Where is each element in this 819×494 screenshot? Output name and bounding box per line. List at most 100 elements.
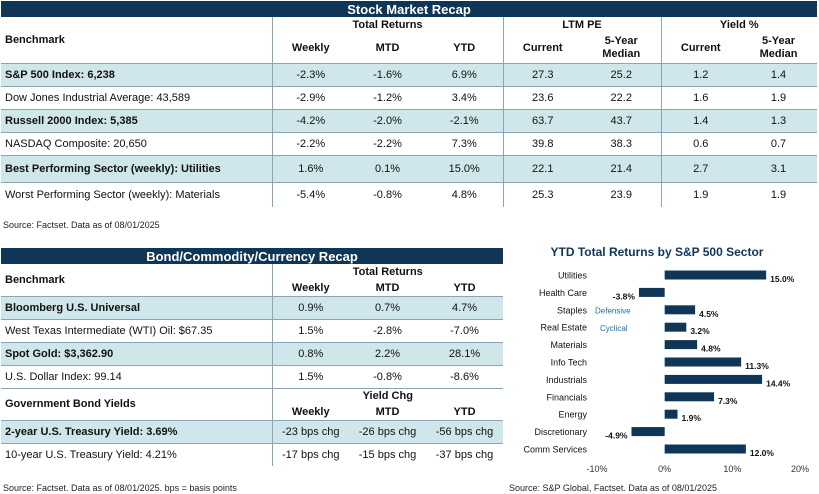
table-row: Spot Gold: $3,362.90 0.8% 2.2% 28.1%: [1, 341, 504, 365]
cell-pe-current: 39.8: [502, 131, 582, 155]
cell-ytd: -7.0%: [426, 318, 504, 342]
data-label: 12.0%: [750, 448, 775, 458]
cell-mtd: -2.2%: [349, 131, 426, 155]
cell-weekly: -17 bps chg: [271, 442, 349, 466]
cell-ytd: -56 bps chg: [426, 419, 504, 443]
bond-source-note: Source: Factset. Data as of 08/01/2025. …: [3, 483, 237, 493]
bond-recap-title: Bond/Commodity/Currency Recap: [1, 248, 504, 264]
cell-y-median: 1.3: [740, 108, 818, 132]
mtd-header: MTD: [375, 41, 400, 54]
cell-pe-current: 63.7: [502, 108, 582, 132]
cell-ytd: -2.1%: [426, 108, 503, 132]
cell-mtd: -1.6%: [349, 62, 426, 86]
bar: [664, 270, 767, 280]
table-row: Dow Jones Industrial Average: 43,589 -2.9…: [1, 85, 818, 109]
cell-y-median: 1.4: [740, 62, 818, 86]
bond-recap-table: Bond/Commodity/Currency Recap Benchmark …: [1, 248, 504, 466]
row-label: S&P 500 Index: 6,238: [1, 62, 272, 86]
table-row: Best Performing Sector (weekly): Utiliti…: [1, 154, 818, 182]
row-label: Dow Jones Industrial Average: 43,589: [1, 85, 272, 109]
x-tick-label: 10%: [723, 464, 741, 474]
data-label: 14.4%: [766, 378, 791, 388]
ltm-pe-header: LTM PE: [502, 17, 661, 33]
category-label: Discretionary: [534, 427, 587, 437]
category-label: Health Care: [539, 288, 587, 298]
category-label: Energy: [558, 410, 587, 420]
row-label: NASDAQ Composite: 20,650: [1, 131, 272, 155]
cell-weekly: 0.8%: [271, 341, 349, 365]
cell-weekly: 1.5%: [271, 364, 349, 388]
bond-total-returns-header: Total Returns: [271, 264, 504, 280]
data-label: 7.3%: [718, 396, 738, 406]
bond-weekly-header: Weekly: [271, 280, 349, 296]
cell-pe-median: 21.4: [582, 154, 661, 182]
bar: [664, 340, 698, 350]
cell-weekly: -5.4%: [271, 181, 349, 207]
category-label: Financials: [546, 392, 587, 402]
cell-ytd: 4.7%: [426, 295, 504, 319]
yield-chg-header: Yield Chg: [271, 387, 504, 404]
cell-pe-median: 25.2: [582, 62, 661, 86]
cell-pe-current: 22.1: [502, 154, 582, 182]
chart-title: YTD Total Returns by S&P 500 Sector: [551, 245, 764, 259]
pe-median-header: 5-Year Median: [602, 34, 641, 60]
cell-weekly: -2.9%: [271, 85, 349, 109]
cell-ytd: -37 bps chg: [426, 442, 504, 466]
bond-ytd-header: YTD: [453, 281, 476, 294]
cell-ytd: 4.8%: [426, 181, 503, 207]
ytd-header: YTD: [453, 41, 476, 54]
gov-weekly-header: Weekly: [271, 404, 349, 420]
cell-ytd: -8.6%: [426, 364, 504, 388]
category-label: Staples: [557, 305, 588, 315]
bar: [664, 444, 746, 454]
cell-y-current: 1.6: [660, 85, 740, 109]
yield-current-header: Current: [660, 33, 740, 63]
benchmark-header: Benchmark: [5, 33, 65, 46]
cell-ytd: 6.9%: [426, 62, 503, 86]
data-label: -3.8%: [613, 291, 636, 301]
data-label: 15.0%: [770, 274, 795, 284]
row-label: Bloomberg U.S. Universal: [1, 295, 272, 319]
cell-mtd: -15 bps chg: [349, 442, 426, 466]
table-row: Worst Performing Sector (weekly): Materi…: [1, 181, 818, 207]
data-label: 4.5%: [699, 309, 719, 319]
table-row: 10-year U.S. Treasury Yield: 4.21% -17 bp…: [1, 442, 504, 466]
cell-y-median: 1.9: [740, 85, 818, 109]
table-row: NASDAQ Composite: 20,650 -2.2% -2.2% 7.3% 39…: [1, 131, 818, 155]
row-label: 2-year U.S. Treasury Yield: 3.69%: [1, 419, 272, 443]
table-row: West Texas Intermediate (WTI) Oil: $67.3…: [1, 318, 504, 342]
row-label: Worst Performing Sector (weekly): Materi…: [1, 181, 272, 207]
cell-y-current: 0.6: [660, 131, 740, 155]
cell-weekly: -2.3%: [271, 62, 349, 86]
cell-y-current: 1.9: [660, 181, 740, 207]
cell-pe-median: 43.7: [582, 108, 661, 132]
stock-recap-title: Stock Market Recap: [1, 1, 818, 17]
cell-mtd: 2.2%: [349, 341, 426, 365]
cell-pe-median: 38.3: [582, 131, 661, 155]
row-label: West Texas Intermediate (WTI) Oil: $67.3…: [1, 318, 272, 342]
cell-pe-median: 23.9: [582, 181, 661, 207]
cell-y-median: 0.7: [740, 131, 818, 155]
bar: [664, 322, 687, 332]
bar: [638, 287, 665, 297]
row-label: 10-year U.S. Treasury Yield: 4.21%: [1, 442, 272, 466]
table-row: U.S. Dollar Index: 99.14 1.5% -0.8% -8.6%: [1, 364, 504, 388]
category-label: Real Estate: [540, 323, 587, 333]
gov-mtd-header: MTD: [375, 405, 400, 418]
data-label: -4.9%: [605, 431, 628, 441]
cell-y-current: 1.2: [660, 62, 740, 86]
row-label: Russell 2000 Index: 5,385: [1, 108, 272, 132]
table-row: 2-year U.S. Treasury Yield: 3.69% -23 bps…: [1, 419, 504, 443]
category-label: Info Tech: [551, 358, 587, 368]
stock-recap-table: Stock Market Recap Benchmark Total Retur…: [1, 1, 818, 207]
defensive-label: Defensive: [595, 307, 631, 316]
bar: [664, 392, 715, 402]
row-label: U.S. Dollar Index: 99.14: [1, 364, 272, 388]
cell-mtd: -0.8%: [349, 364, 426, 388]
cell-weekly: 0.9%: [271, 295, 349, 319]
cell-mtd: -1.2%: [349, 85, 426, 109]
cell-pe-current: 25.3: [502, 181, 582, 207]
cell-mtd: -2.8%: [349, 318, 426, 342]
cell-ytd: 3.4%: [426, 85, 503, 109]
